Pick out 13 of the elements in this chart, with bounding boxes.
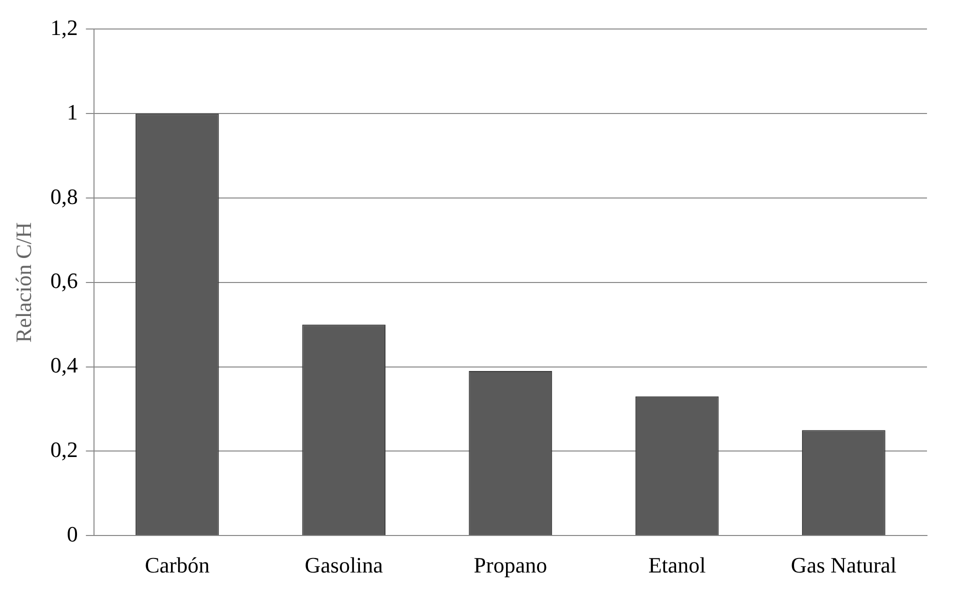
y-tick-label: 0	[66, 521, 78, 546]
x-tick-label: Carbón	[144, 552, 210, 578]
y-tick-label: 0,8	[50, 184, 78, 209]
y-tick-label: 0,6	[50, 268, 78, 294]
y-tick-label: 1	[66, 99, 78, 124]
x-tick-label: Gas Natural	[790, 552, 897, 578]
x-tick-label: Etanol	[648, 552, 706, 578]
y-tick-label: 0,4	[50, 352, 78, 378]
x-tick-label: Gasolina	[304, 552, 384, 578]
y-tick-label: 1,2	[50, 14, 78, 40]
y-tick-label: 0,2	[50, 436, 78, 462]
x-tick-label: Propano	[474, 552, 548, 578]
y-axis-title: Relación C/H	[10, 222, 36, 343]
